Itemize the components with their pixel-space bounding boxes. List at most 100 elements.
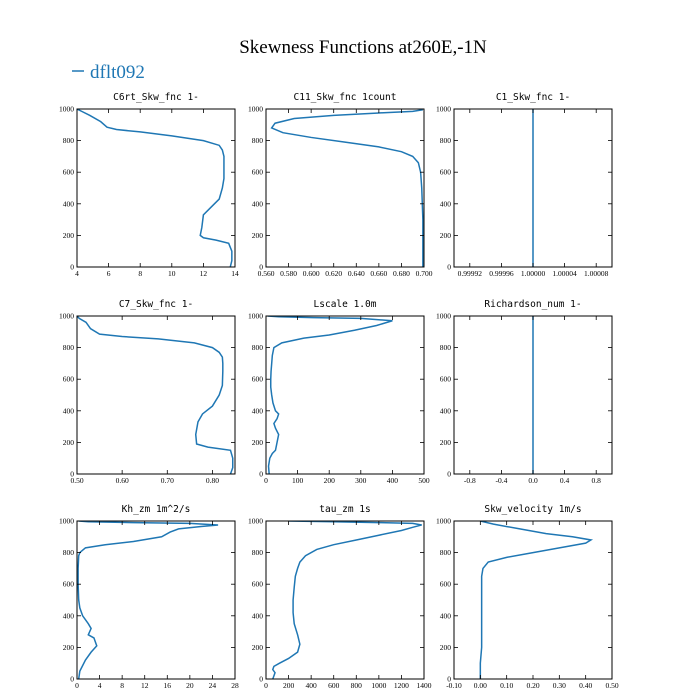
plot-frame xyxy=(453,520,613,680)
y-tick-label: 800 xyxy=(63,343,75,352)
y-tick-label: 600 xyxy=(252,168,264,177)
x-tick-label: 28 xyxy=(231,681,239,690)
x-tick-label: 20 xyxy=(186,681,194,690)
y-tick-label: 400 xyxy=(440,199,452,208)
y-tick-label: 800 xyxy=(440,343,452,352)
series-line xyxy=(271,521,422,679)
x-tick-label: 0 xyxy=(75,681,79,690)
x-tick-label: 600 xyxy=(328,681,340,690)
y-tick-label: 0 xyxy=(259,675,263,684)
y-tick-label: 800 xyxy=(63,548,75,557)
y-tick-label: 1000 xyxy=(436,517,451,526)
y-tick-label: 600 xyxy=(440,375,452,384)
chart-panel-1: C6rt_Skw_fnc 1- 4 6 8 10 12 14 0 200 400 600 800 100… xyxy=(59,92,239,278)
x-tick-label: 0.99996 xyxy=(489,269,514,278)
x-tick-label: 0.00 xyxy=(474,681,487,690)
x-tick-label: 0.600 xyxy=(303,269,320,278)
plot-frame xyxy=(76,520,236,680)
plot-frame xyxy=(265,315,425,475)
y-tick-label: 600 xyxy=(63,580,75,589)
x-tick-label: 500 xyxy=(418,476,430,485)
y-tick-label: 1000 xyxy=(59,105,74,114)
x-tick-label: 0.0 xyxy=(528,476,538,485)
chart-panel-3: C1_Skw_fnc 1- 0.99992 0.99996 1.00000 1.0000… xyxy=(436,92,613,278)
x-tick-label: -0.10 xyxy=(446,681,462,690)
panel-title: C11_Skw_fnc 1count xyxy=(294,92,397,103)
x-tick-label: 1.00004 xyxy=(552,269,577,278)
y-tick-label: 400 xyxy=(63,406,75,415)
x-tick-label: 0.50 xyxy=(605,681,618,690)
y-tick-label: 1000 xyxy=(436,105,451,114)
y-tick-label: 800 xyxy=(440,548,452,557)
series-line xyxy=(77,316,234,474)
y-tick-label: 400 xyxy=(440,611,452,620)
panel-title: C1_Skw_fnc 1- xyxy=(496,92,570,103)
plot-frame xyxy=(76,315,236,475)
y-tick-label: 1000 xyxy=(248,517,263,526)
y-tick-label: 200 xyxy=(440,438,452,447)
x-tick-label: 0.620 xyxy=(325,269,342,278)
legend: dflt092 xyxy=(72,62,145,83)
panel-title: C7_Skw_fnc 1- xyxy=(119,299,193,310)
y-tick-label: 600 xyxy=(63,168,75,177)
x-tick-label: 1400 xyxy=(417,681,432,690)
chart-panel-6: Richardson_num 1- -0.8 -0.4 0.0 0.4 0.8 0 200 40… xyxy=(436,299,613,485)
x-tick-label: 10 xyxy=(168,269,176,278)
y-tick-label: 200 xyxy=(63,643,75,652)
x-tick-label: 400 xyxy=(387,476,399,485)
y-tick-label: 200 xyxy=(252,643,264,652)
panels-grid: C6rt_Skw_fnc 1-4 6 8 10 12 140200400600800100… xyxy=(59,92,619,690)
x-tick-label: 12 xyxy=(200,269,208,278)
y-tick-label: 400 xyxy=(63,611,75,620)
x-tick-label: 0.99992 xyxy=(458,269,483,278)
figure-title: Skewness Functions at260E,-1N xyxy=(239,37,487,58)
y-tick-label: 1000 xyxy=(59,312,74,321)
x-tick-label: 0.40 xyxy=(579,681,592,690)
x-tick-label: 200 xyxy=(324,476,336,485)
y-tick-label: 200 xyxy=(63,231,75,240)
series-line xyxy=(77,109,233,267)
x-tick-label: 100 xyxy=(292,476,304,485)
y-tick-label: 200 xyxy=(440,231,452,240)
x-tick-label: 14 xyxy=(231,269,239,278)
x-tick-label: 24 xyxy=(209,681,217,690)
y-tick-label: 1000 xyxy=(59,517,74,526)
x-tick-label: 0 xyxy=(264,476,268,485)
x-tick-label: 0.60 xyxy=(116,476,129,485)
y-tick-label: 200 xyxy=(252,231,264,240)
x-tick-label: 8 xyxy=(120,681,124,690)
x-tick-label: 6 xyxy=(107,269,111,278)
chart-panel-5: Lscale 1.0m 0 100 200 300 400 500 0 200 400 600 800… xyxy=(248,299,430,485)
plot-frame xyxy=(265,108,425,268)
y-tick-label: 800 xyxy=(440,136,452,145)
y-tick-label: 800 xyxy=(63,136,75,145)
x-tick-label: 0.560 xyxy=(258,269,275,278)
x-tick-label: 0.8 xyxy=(592,476,602,485)
x-tick-label: 1.00008 xyxy=(584,269,609,278)
x-tick-label: 0.70 xyxy=(161,476,174,485)
x-tick-label: 0.50 xyxy=(70,476,83,485)
x-tick-label: 200 xyxy=(283,681,295,690)
y-tick-label: 800 xyxy=(252,343,264,352)
legend-label: dflt092 xyxy=(90,62,145,83)
x-tick-label: 0.10 xyxy=(500,681,513,690)
x-tick-label: 800 xyxy=(351,681,363,690)
y-tick-label: 600 xyxy=(252,580,264,589)
panel-title: Skw_velocity 1m/s xyxy=(484,504,581,515)
x-tick-label: 0 xyxy=(264,681,268,690)
y-tick-label: 400 xyxy=(63,199,75,208)
y-tick-label: 0 xyxy=(447,263,451,272)
y-tick-label: 0 xyxy=(70,675,74,684)
y-tick-label: 400 xyxy=(252,406,264,415)
x-tick-label: 0.680 xyxy=(393,269,410,278)
y-tick-label: 600 xyxy=(440,168,452,177)
y-tick-label: 200 xyxy=(440,643,452,652)
y-tick-label: 200 xyxy=(252,438,264,447)
y-tick-label: 200 xyxy=(63,438,75,447)
series-line xyxy=(77,521,219,679)
y-tick-label: 0 xyxy=(70,263,74,272)
series-line xyxy=(270,109,424,267)
x-tick-label: 1000 xyxy=(371,681,386,690)
y-tick-label: 800 xyxy=(252,136,264,145)
